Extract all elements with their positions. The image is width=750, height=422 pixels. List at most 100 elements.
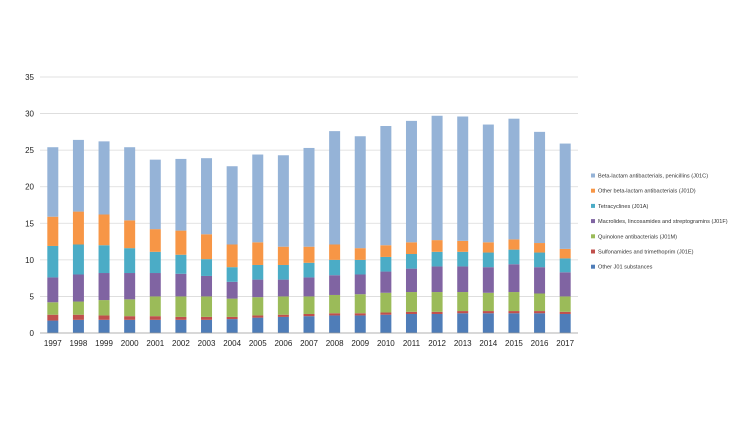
legend-label: Other J01 substances	[598, 265, 653, 271]
bar-segment	[354, 313, 366, 316]
bar-segment	[457, 313, 469, 333]
bar-segment	[72, 274, 84, 302]
y-tick-label: 35	[25, 73, 34, 82]
bar-segment	[534, 313, 546, 333]
legend-swatch	[591, 249, 595, 254]
y-tick-label: 5	[30, 292, 35, 301]
bar-segment	[431, 240, 443, 252]
bar-segment	[277, 246, 289, 265]
bar-segment	[252, 297, 264, 316]
bar-segment	[329, 313, 341, 316]
x-tick-label: 2013	[454, 339, 472, 348]
bar-segment	[559, 143, 571, 249]
bar-segment	[175, 158, 187, 231]
bar-segment	[175, 316, 187, 320]
bar-segment	[482, 252, 494, 268]
bar-segment	[175, 230, 187, 255]
y-tick-label: 10	[25, 256, 34, 265]
y-tick-label: 15	[25, 219, 34, 228]
bar-segment	[405, 313, 417, 333]
bar-segment	[508, 264, 520, 293]
bar-segment	[252, 315, 264, 318]
bar-segment	[149, 273, 161, 297]
bar-segment	[303, 262, 315, 278]
bar-segment	[380, 271, 392, 293]
x-tick-label: 2003	[198, 339, 216, 348]
bar-segment	[354, 315, 366, 333]
bar-segment	[277, 279, 289, 297]
bar-segment	[431, 311, 443, 314]
x-tick-label: 2001	[146, 339, 164, 348]
bar-segment	[482, 267, 494, 293]
bar-segment	[252, 242, 264, 265]
bar-segment	[534, 243, 546, 253]
bar-segment	[72, 301, 84, 315]
bar-segment	[534, 293, 546, 312]
legend-label: Beta-lactam antibacterials, penicillins …	[598, 174, 708, 180]
bar-segment	[354, 136, 366, 249]
bar-segment	[175, 296, 187, 317]
bar-segment	[277, 296, 289, 315]
bar-segment	[482, 313, 494, 333]
x-tick-label: 2008	[326, 339, 344, 348]
bar-segment	[201, 158, 213, 235]
bar-segment	[329, 131, 341, 245]
x-tick-label: 2017	[556, 339, 574, 348]
bar-segment	[201, 296, 213, 317]
bar-segment	[534, 131, 546, 244]
bar-segment	[508, 239, 520, 250]
bar-segment	[559, 272, 571, 297]
bar-segment	[457, 251, 469, 267]
bar-segment	[201, 275, 213, 297]
bar-segment	[149, 316, 161, 320]
x-tick-label: 2011	[403, 339, 421, 348]
bar-segment	[252, 154, 264, 243]
bar-segment	[457, 116, 469, 241]
x-tick-label: 2000	[121, 339, 139, 348]
bar-segment	[124, 273, 136, 300]
bar-segment	[226, 281, 238, 299]
bar-segment	[303, 246, 315, 263]
bar-segment	[47, 320, 59, 333]
bar-segment	[431, 313, 443, 333]
bar-segment	[175, 254, 187, 274]
bar-segment	[226, 298, 238, 317]
x-tick-label: 2016	[531, 339, 549, 348]
x-tick-label: 1999	[95, 339, 113, 348]
legend-swatch	[591, 188, 595, 193]
bar-segment	[559, 258, 571, 273]
bar-segment	[303, 296, 315, 314]
bar-segment	[98, 319, 110, 333]
bar-segment	[124, 299, 136, 317]
bar-segment	[457, 311, 469, 314]
legend-label: Other beta-lactam antibacterials (J01D)	[598, 189, 696, 195]
legend: Beta-lactam antibacterials, penicillins …	[591, 173, 728, 271]
bar-segment	[175, 319, 187, 333]
bar-segment	[277, 314, 289, 317]
y-axis-ticks: 0 5 10 15 20 25 30 35	[25, 73, 34, 338]
bar-segment	[508, 313, 520, 333]
bar-segment	[47, 245, 59, 278]
bar-segment	[72, 319, 84, 333]
bar-segment	[329, 294, 341, 314]
bar-segment	[431, 292, 443, 312]
bar-segment	[98, 300, 110, 316]
bar-segment	[201, 319, 213, 333]
bar-segment	[405, 268, 417, 293]
bar-segment	[72, 244, 84, 275]
bar-segment	[329, 275, 341, 295]
bar-segment	[354, 274, 366, 295]
x-axis-ticks: 1997 1998 1999 2000 2001 2002 2003 2004 2005 2006…	[44, 339, 575, 348]
bar-segment	[559, 313, 571, 333]
bar-segment	[98, 245, 110, 274]
bar-segment	[226, 316, 238, 320]
bar-segment	[149, 319, 161, 333]
legend-swatch	[591, 203, 595, 208]
bar-segment	[329, 315, 341, 333]
bar-segment	[354, 259, 366, 275]
y-tick-label: 20	[25, 183, 34, 192]
bar-segment	[47, 147, 59, 217]
bar-segment	[457, 240, 469, 252]
y-tick-label: 30	[25, 110, 34, 119]
bar-segment	[405, 292, 417, 312]
